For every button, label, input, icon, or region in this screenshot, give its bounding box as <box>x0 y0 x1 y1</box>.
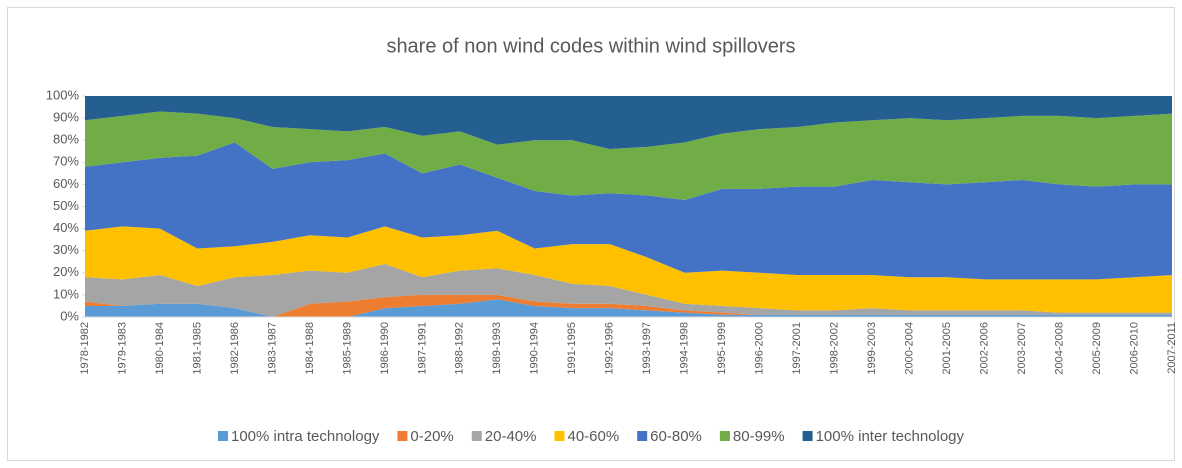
area <box>85 96 1172 150</box>
x-tick-label: 1994-1998 <box>679 322 691 375</box>
area <box>85 226 1172 313</box>
y-tick-label: 50% <box>53 198 79 213</box>
x-tick-label: 1991-1995 <box>566 322 578 375</box>
legend-label: 100% intra technology <box>231 428 380 445</box>
x-tick-label: 2006-2010 <box>1128 322 1140 375</box>
x-tick-label: 1978-1982 <box>79 322 91 375</box>
x-tick-label: 2001-2005 <box>941 322 953 375</box>
legend-label: 0-20% <box>410 428 453 445</box>
area <box>85 299 1172 317</box>
x-tick-label: 2002-2006 <box>978 322 990 375</box>
legend-label: 20-40% <box>485 428 537 445</box>
x-tick-label: 1997-2001 <box>791 322 803 375</box>
x-tick-label: 2003-2007 <box>1016 322 1028 375</box>
area <box>85 142 1172 280</box>
legend-label: 100% inter technology <box>816 428 965 445</box>
x-tick-label: 1996-2000 <box>754 322 766 375</box>
area <box>85 294 1172 317</box>
legend-label: 60-80% <box>650 428 702 445</box>
x-tick-label: 1989-1993 <box>491 322 503 375</box>
y-tick-label: 70% <box>53 154 79 169</box>
x-tick-label: 1995-1999 <box>716 322 728 375</box>
legend-label: 80-99% <box>733 428 785 445</box>
legend-swatch <box>471 431 482 441</box>
x-tick-label: 1985-1989 <box>341 322 353 375</box>
x-tick-label: 2000-2004 <box>904 322 916 375</box>
x-tick-label: 1999-2003 <box>866 322 878 375</box>
x-tick-label: 1987-1991 <box>416 322 428 375</box>
chart-title: share of non wind codes within wind spil… <box>386 35 795 57</box>
y-tick-label: 10% <box>53 286 79 301</box>
legend-swatch <box>397 431 408 441</box>
x-tick-label: 2004-2008 <box>1053 322 1065 375</box>
x-tick-label: 1983-1987 <box>266 322 278 375</box>
legend-swatch <box>719 431 730 441</box>
legend: 100% intra technology 0-20% 20-40% 40-60% 60… <box>217 428 965 445</box>
legend-swatch <box>637 431 648 441</box>
x-tick-label: 1992-1996 <box>604 322 616 375</box>
x-tick-label: 1984-1988 <box>304 322 316 375</box>
x-tick-label: 1986-1990 <box>379 322 391 375</box>
legend-swatch <box>802 431 813 441</box>
x-tick-label: 1998-2002 <box>829 322 841 375</box>
area <box>85 263 1172 317</box>
x-tick-label: 1981-1985 <box>191 322 203 375</box>
x-tick-label: 2005-2009 <box>1091 322 1103 375</box>
legend-label: 40-60% <box>567 428 619 445</box>
x-tick-label: 1980-1984 <box>154 322 166 375</box>
y-tick-label: 90% <box>53 110 79 125</box>
y-tick-label: 80% <box>53 132 79 147</box>
y-tick-label: 60% <box>53 176 79 191</box>
legend-swatch <box>217 431 228 441</box>
legend-swatch <box>554 431 565 441</box>
y-tick-label: 100% <box>46 87 80 102</box>
y-tick-label: 0% <box>60 308 79 323</box>
x-tick-label: 1988-1992 <box>454 322 466 375</box>
x-tick-label: 1990-1994 <box>529 322 541 375</box>
x-tick-label: 1982-1986 <box>229 322 241 375</box>
x-tick-label: 1993-1997 <box>641 322 653 375</box>
x-tick-label: 1979-1983 <box>116 322 128 375</box>
y-tick-label: 40% <box>53 220 79 235</box>
x-tick-label: 2007-2011 <box>1166 322 1178 374</box>
y-tick-label: 20% <box>53 264 79 279</box>
y-tick-label: 30% <box>53 242 79 257</box>
area <box>85 111 1172 200</box>
